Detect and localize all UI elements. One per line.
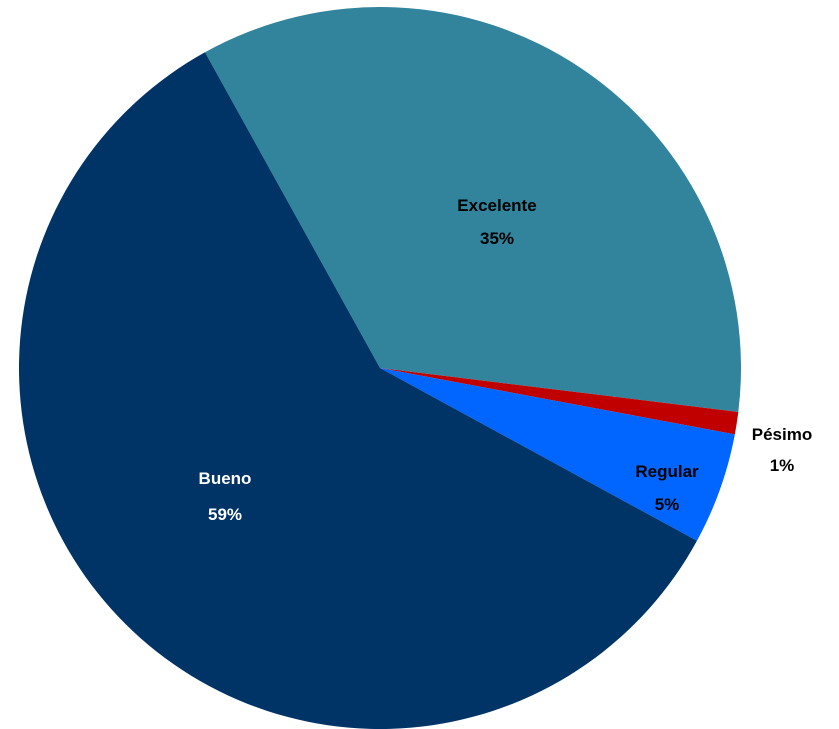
slice-percent-pesimo: 1%: [770, 456, 795, 475]
pie-slice-excelente: [204, 6, 742, 412]
slice-name-pesimo: Pésimo: [752, 425, 812, 444]
slice-percent-excelente: 35%: [480, 229, 514, 248]
pie-labels: Excelente 35% Pésimo 1% Regular 5% Bueno 59%: [199, 196, 813, 524]
slice-percent-bueno: 59%: [208, 505, 242, 524]
slice-name-bueno: Bueno: [199, 469, 252, 488]
pie-slices: [19, 6, 742, 729]
pie-slice-regular: [380, 368, 735, 541]
slice-name-regular: Regular: [635, 462, 699, 481]
pie-slice-pesimo: [380, 368, 739, 435]
pie-slice-bueno: [19, 52, 697, 729]
slice-name-excelente: Excelente: [457, 196, 536, 215]
slice-percent-regular: 5%: [655, 495, 680, 514]
